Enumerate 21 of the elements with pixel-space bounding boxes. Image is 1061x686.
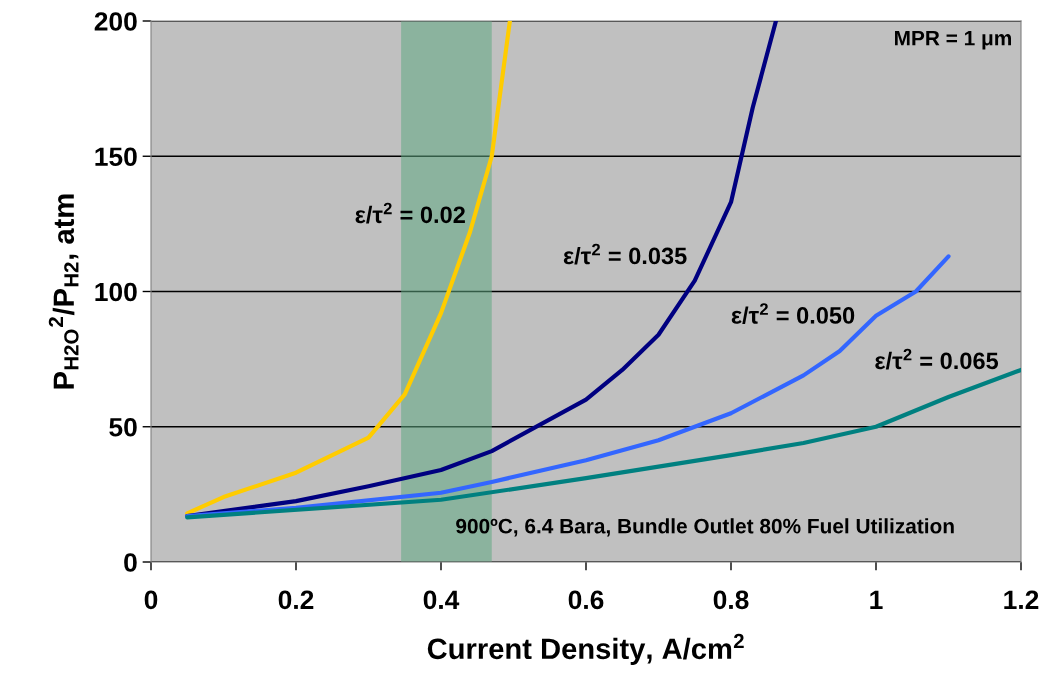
annotation: MPR = 1 μm [895,30,1012,50]
annotation: 900ºC, 6.4 Bara, Bundle Outlet 80% Fuel Utilization [456,518,954,537]
x-tick-label: 1 [870,590,883,609]
x-tick-label: 0 [144,590,158,610]
series-label: ε/τ$^{2}$ = 0.02 [355,202,465,224]
series-label: ε/τ$^{2}$ = 0.050 [731,303,855,325]
line-series [185,21,512,516]
x-tick-label: 0.8 [713,590,749,610]
x-axis-title: Current Density, A/cm$^{2}$ [427,633,744,665]
series-label: ε/τ$^{2}$ = 0.035 [563,243,687,265]
y-tick-label: 100 [95,282,137,302]
y-axis-title: P$_{H2O}$$^{2}$/P$_{H2}$, atm [48,194,79,389]
y-tick-label: 0 [124,553,137,572]
series-label: ε/τ$^{2}$ = 0.065 [875,348,999,370]
x-tick-label: 0.2 [278,590,314,610]
y-tick-label: 200 [94,12,137,31]
x-tick-label: 0.6 [568,590,604,610]
y-tick-label: 50 [109,417,137,437]
y-tick-label: 150 [95,147,137,167]
x-tick-label: 0.4 [423,590,460,610]
x-tick-label: 1.2 [1004,590,1039,609]
